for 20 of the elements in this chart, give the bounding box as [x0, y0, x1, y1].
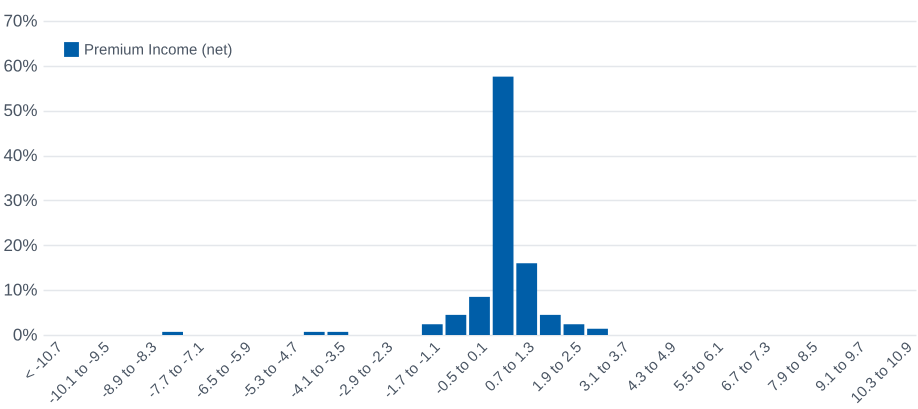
bar: [492, 76, 514, 335]
y-tick-label: 50%: [3, 101, 38, 120]
bar: [540, 314, 561, 335]
bar: [327, 332, 348, 335]
bar: [587, 328, 608, 335]
y-tick-label: 10%: [3, 280, 38, 300]
bar: [516, 263, 538, 335]
bar: [422, 324, 443, 335]
y-tick-label: 40%: [3, 146, 38, 166]
bar: [304, 332, 325, 335]
legend-label: Premium Income (net): [84, 42, 232, 58]
bar: [469, 296, 490, 335]
y-tick-label: 0%: [12, 326, 38, 344]
y-tick-label: 70%: [3, 12, 38, 30]
bar: [162, 332, 183, 335]
y-tick-label: 60%: [3, 56, 38, 76]
bar: [564, 324, 584, 335]
bar: [446, 314, 466, 335]
y-tick-label: 20%: [3, 236, 38, 255]
y-tick-label: 30%: [3, 190, 38, 210]
